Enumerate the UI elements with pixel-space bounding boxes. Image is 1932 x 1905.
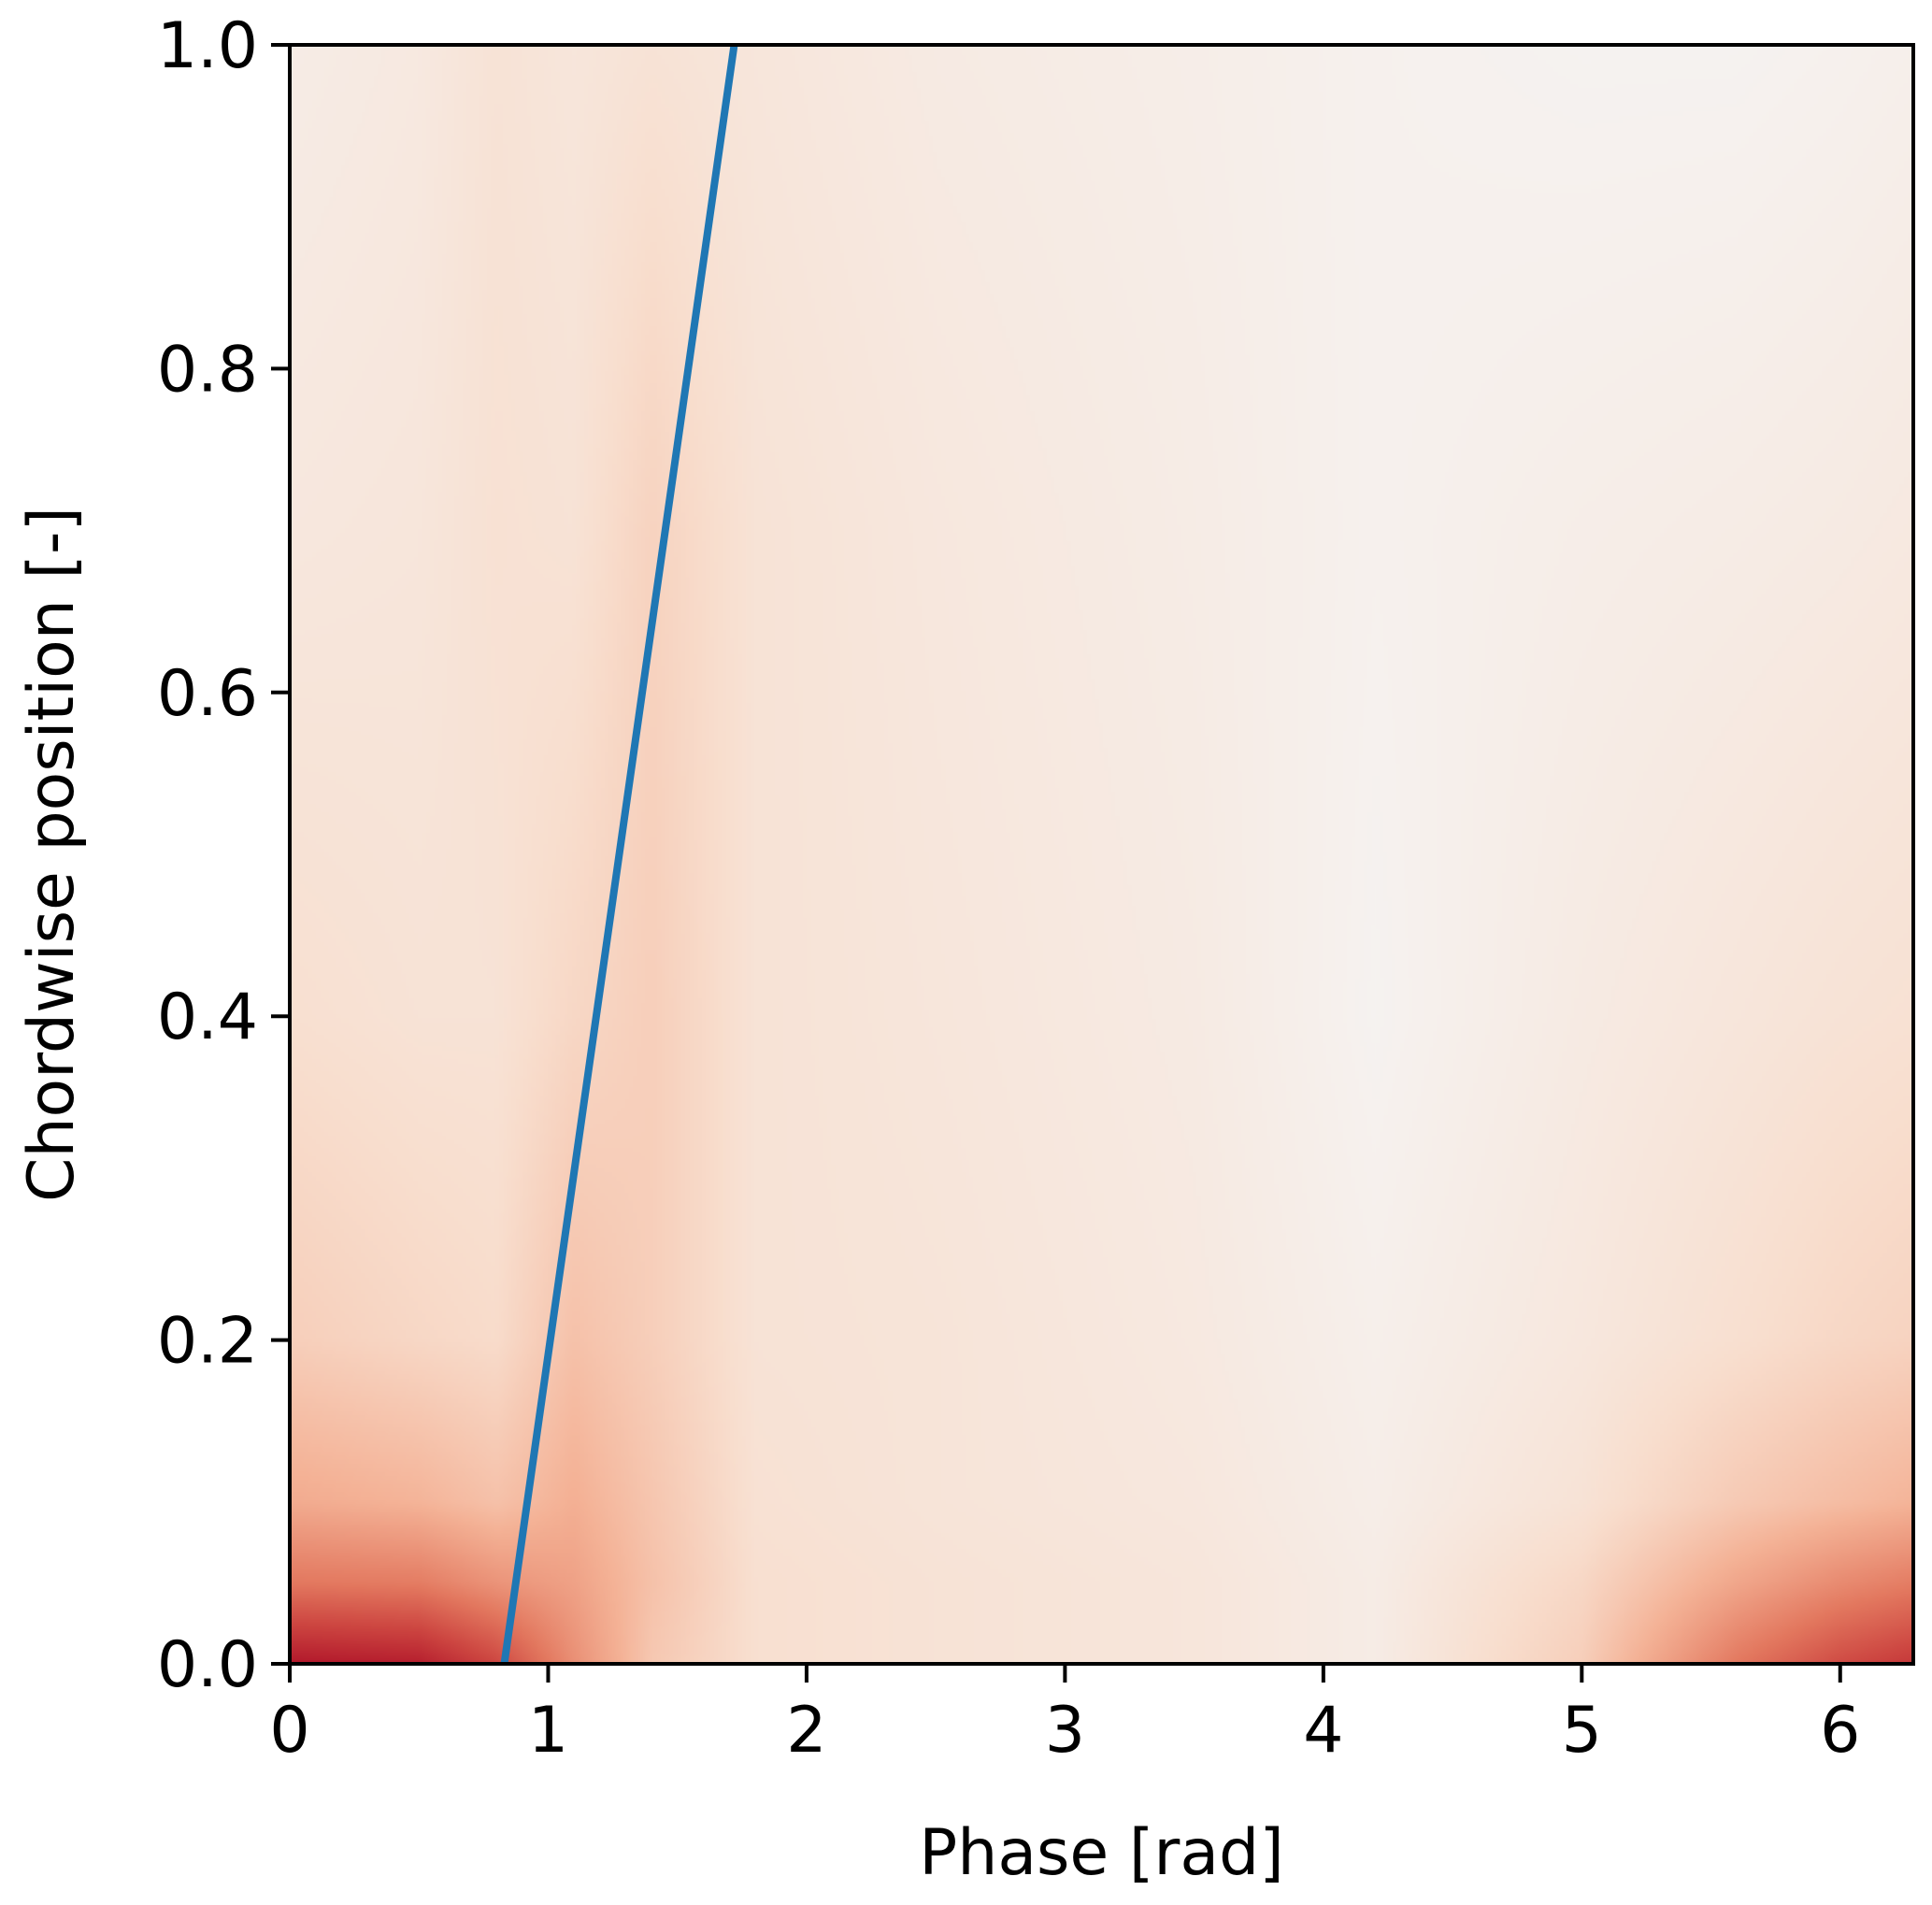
x-axis-ticks: 0 1 2 3 4 5 6 [269,1664,1860,1768]
plot-frame [288,43,1915,1666]
x-tick-label: 0 [269,1694,309,1768]
y-tick-label: 0.0 [157,1628,258,1702]
y-axis-label: Chordwise position [-] [15,507,89,1202]
x-tick-label: 6 [1820,1694,1860,1768]
y-axis-ticks: 0.0 0.2 0.4 0.6 0.8 1.0 [157,9,290,1702]
x-tick-label: 1 [528,1694,568,1768]
y-tick-label: 0.8 [157,333,258,407]
x-tick-label: 3 [1045,1694,1085,1768]
heatmap-image [290,45,1913,1664]
series-line-0 [500,44,738,1665]
y-tick-label: 0.6 [157,657,258,731]
x-tick-label: 2 [786,1694,826,1768]
series-layer [500,44,738,1665]
x-tick-label: 5 [1562,1694,1602,1768]
y-tick-label: 0.2 [157,1305,258,1379]
heatmap-layer [290,45,1913,1664]
y-tick-label: 1.0 [157,9,258,83]
x-axis-label: Phase [rad] [919,1816,1284,1890]
x-tick-label: 4 [1303,1694,1343,1768]
y-tick-label: 0.4 [157,981,258,1054]
